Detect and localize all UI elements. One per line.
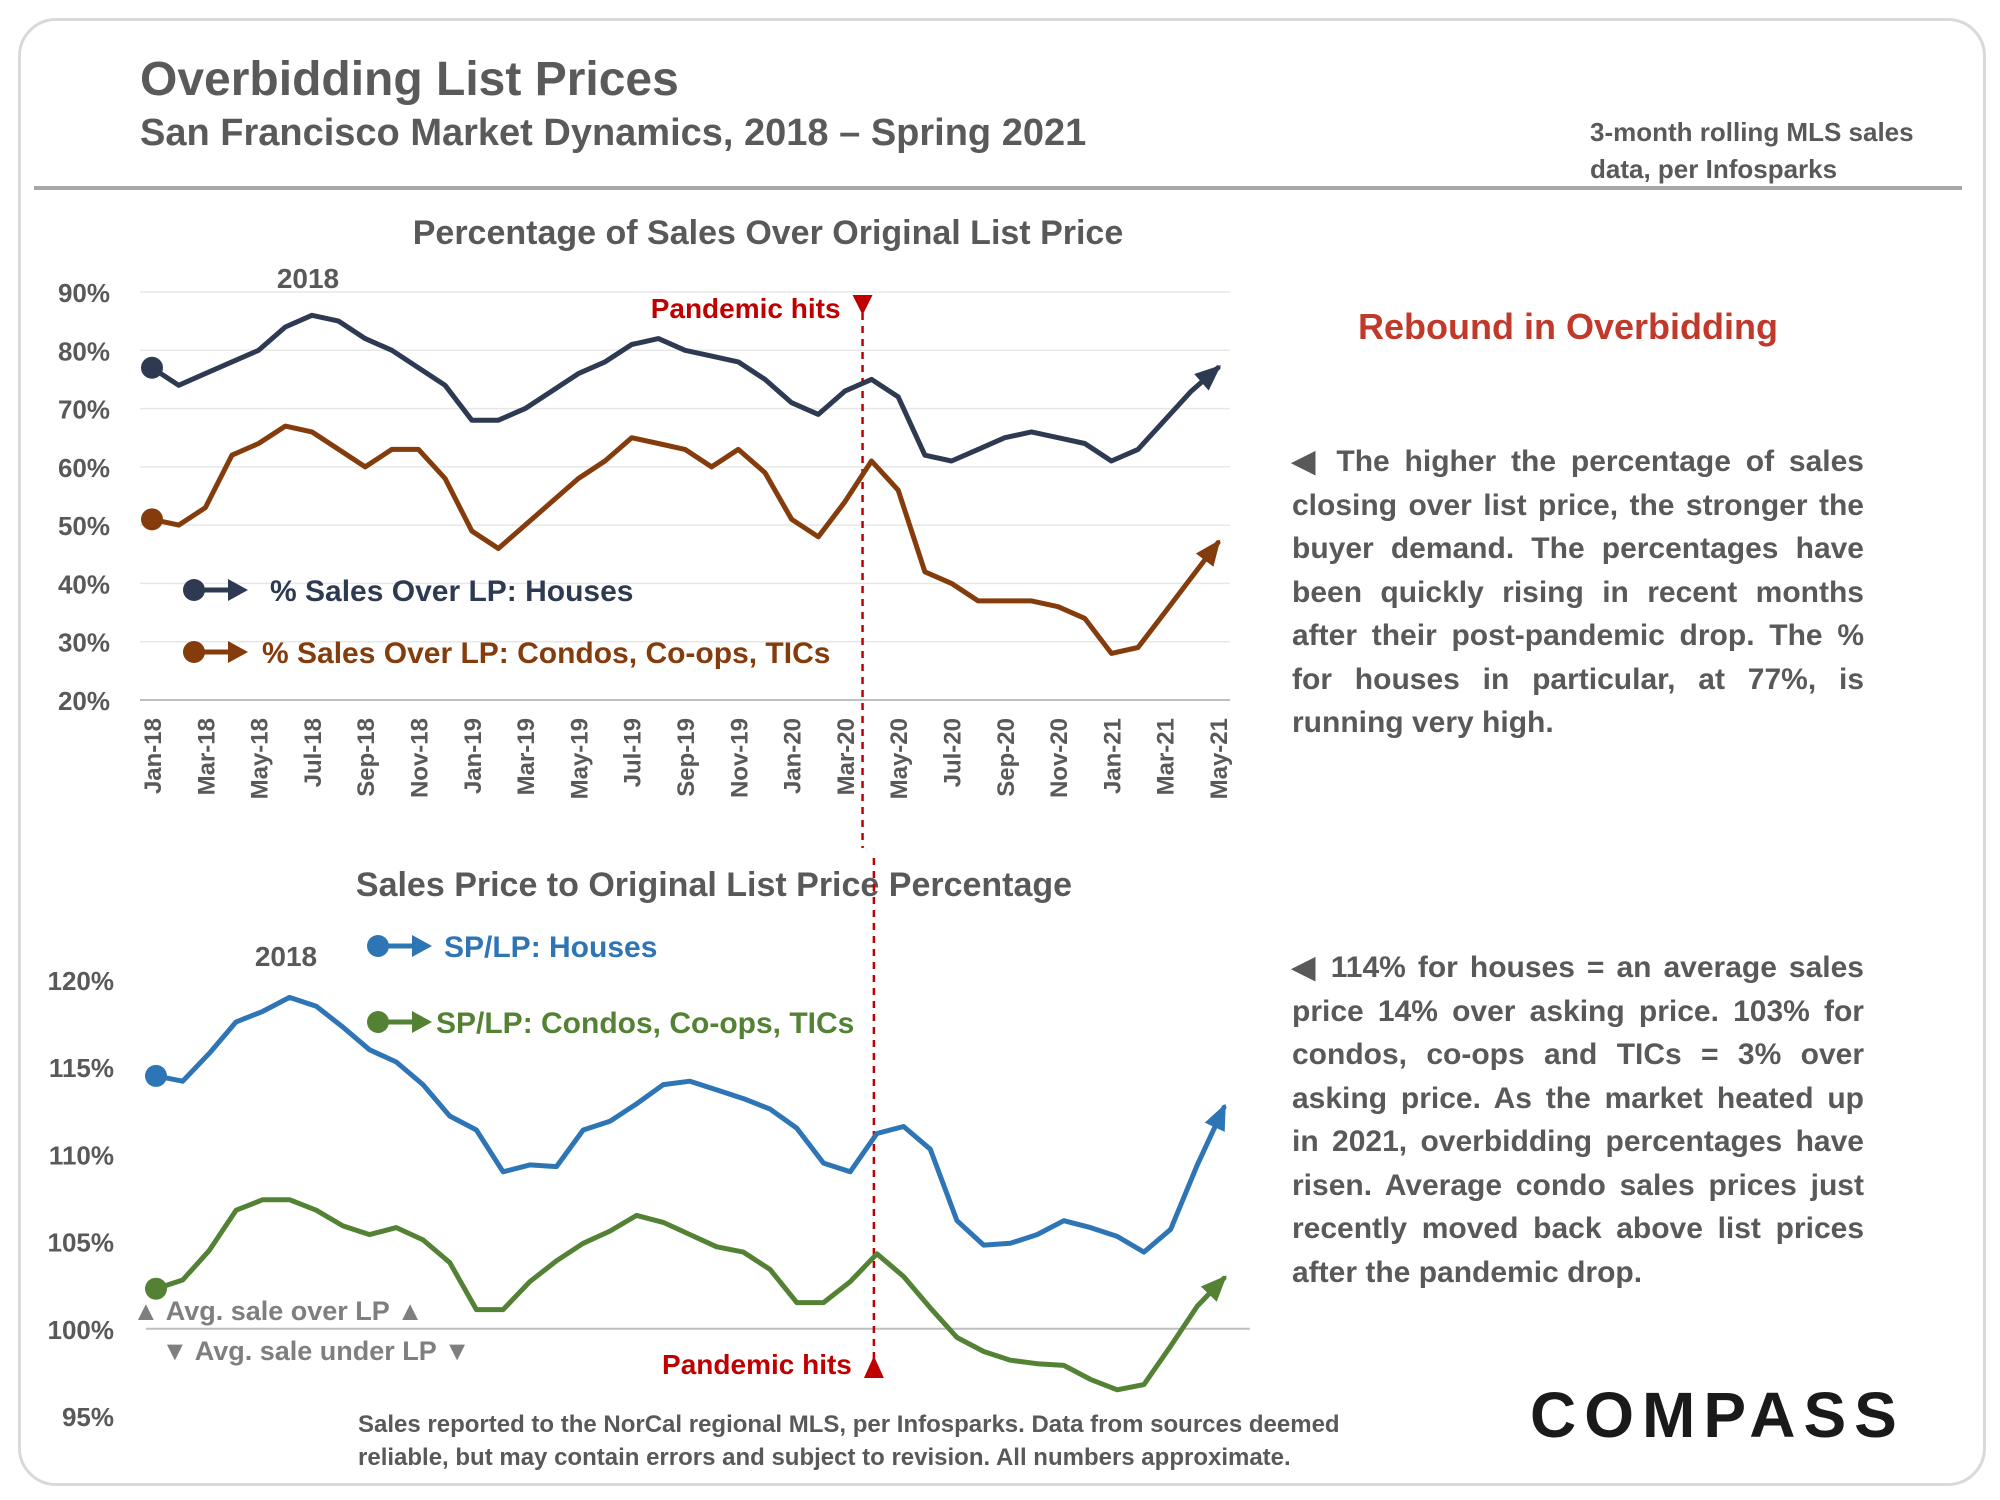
chart1-xtick-label: Jan-21 xyxy=(1099,718,1126,794)
chart1-series-start-marker xyxy=(141,508,163,531)
chart1-series-end-arrow-icon xyxy=(1195,539,1221,567)
chart2-series-start-marker xyxy=(145,1064,167,1087)
chart1-xtick-label: Jul-18 xyxy=(300,718,327,787)
chart1-ytick-label: 80% xyxy=(58,336,110,366)
chart1-xtick-label: Sep-18 xyxy=(353,718,380,797)
chart2-legend-backing xyxy=(340,920,720,1020)
chart1-xtick-label: Mar-19 xyxy=(513,718,540,795)
compass-logo: COMPASS xyxy=(1530,1379,1905,1451)
chart1-legend-arrow-icon xyxy=(228,579,248,601)
chart1-title: Percentage of Sales Over Original List P… xyxy=(413,214,1124,252)
chart1-xtick-label: Sep-19 xyxy=(673,718,700,797)
chart1-xtick-label: Mar-20 xyxy=(833,718,860,795)
page-title: Overbidding List Prices xyxy=(140,53,679,106)
chart2-series-end-arrow-icon xyxy=(1200,1275,1227,1302)
chart1-ytick-label: 90% xyxy=(58,278,110,308)
chart1-xtick-label: Jul-19 xyxy=(620,718,647,787)
chart2-series-line-condos xyxy=(153,1197,1227,1393)
chart2-ytick-label: 105% xyxy=(48,1228,115,1258)
chart2-pandemic-label: Pandemic hits xyxy=(662,1349,852,1380)
chart1-ytick-label: 50% xyxy=(58,511,110,541)
chart2-ytick-label: 115% xyxy=(49,1053,114,1083)
chart1-pandemic-arrow-icon xyxy=(852,295,873,315)
source-note: 3-month rolling MLS sales data, per Info… xyxy=(1590,117,1914,184)
chart2-series-start-marker xyxy=(145,1277,167,1300)
explanation-paragraph-1: ◀ The higher the percentage of sales clo… xyxy=(1292,445,1864,739)
chart2-ytick-label: 110% xyxy=(49,1140,114,1170)
chart1-xtick-label: Nov-19 xyxy=(726,718,753,798)
header-divider xyxy=(34,186,1962,190)
chart1-series-start-marker xyxy=(141,356,163,379)
chart2-ytick-label: 100% xyxy=(48,1315,115,1345)
chart2-legend-label: SP/LP: Houses xyxy=(444,931,657,964)
chart2-over-lp-label: ▲ Avg. sale over LP ▲ xyxy=(132,1296,423,1326)
chart2-ytick-label: 120% xyxy=(48,966,115,996)
chart1-ytick-label: 30% xyxy=(58,628,110,658)
chart1-ytick-label: 40% xyxy=(58,569,110,599)
rebound-title: Rebound in Overbidding xyxy=(1358,306,1778,347)
chart1-xtick-label: May-19 xyxy=(566,718,593,799)
chart1-legend-arrow-icon xyxy=(228,641,248,663)
chart1-legend-label: % Sales Over LP: Houses xyxy=(270,575,634,608)
chart2-series-line-houses xyxy=(153,994,1227,1255)
chart1-series-end-arrow-icon xyxy=(1194,365,1222,391)
chart2-under-lp-label: ▼ Avg. sale under LP ▼ xyxy=(161,1336,470,1366)
chart1-ytick-label: 70% xyxy=(58,395,110,425)
chart1-xtick-label: Sep-20 xyxy=(993,718,1020,797)
chart1-xtick-label: Jan-18 xyxy=(140,718,167,794)
chart1-xtick-label: Jul-20 xyxy=(940,718,967,787)
chart1-series-line-houses xyxy=(149,312,1221,464)
chart1-xtick-label: May-20 xyxy=(886,718,913,799)
chart1-xtick-label: Mar-21 xyxy=(1153,718,1180,795)
chart1-xtick-label: Nov-20 xyxy=(1046,718,1073,798)
explanation-paragraph-2: ◀ 114% for houses = an average sales pri… xyxy=(1292,951,1864,1289)
chart2-legend-label: SP/LP: Condos, Co-ops, TICs xyxy=(436,1007,854,1040)
chart1-pandemic-label: Pandemic hits xyxy=(651,293,841,324)
page-subtitle: San Francisco Market Dynamics, 2018 – Sp… xyxy=(140,112,1087,154)
chart2-legend-arrow-icon xyxy=(412,935,432,957)
chart2-ytick-label: 95% xyxy=(62,1402,114,1432)
chart2-series-end-arrow-icon xyxy=(1204,1103,1226,1132)
chart1-year-label: 2018 xyxy=(277,263,339,294)
chart2-title: Sales Price to Original List Price Perce… xyxy=(356,866,1072,904)
footnote: Sales reported to the NorCal regional ML… xyxy=(358,1411,1340,1471)
chart1-ytick-label: 20% xyxy=(58,686,110,716)
chart2-year-label: 2018 xyxy=(255,941,317,972)
chart1-xtick-label: Nov-18 xyxy=(407,718,434,798)
chart2-legend-arrow-icon xyxy=(412,1011,432,1033)
chart1-xtick-label: May-21 xyxy=(1206,718,1233,799)
chart1-xtick-label: Jan-20 xyxy=(780,718,807,794)
chart1-ytick-label: 60% xyxy=(58,453,110,483)
chart1-xtick-label: Jan-19 xyxy=(460,718,487,794)
chart1-xtick-label: Mar-18 xyxy=(193,718,220,795)
card-frame xyxy=(18,18,1986,1486)
chart1-xtick-label: May-18 xyxy=(247,718,274,799)
chart2-pandemic-arrow-icon xyxy=(863,1356,884,1378)
chart1-series-line-condos xyxy=(149,423,1221,656)
chart1-legend-label: % Sales Over LP: Condos, Co-ops, TICs xyxy=(262,637,830,670)
